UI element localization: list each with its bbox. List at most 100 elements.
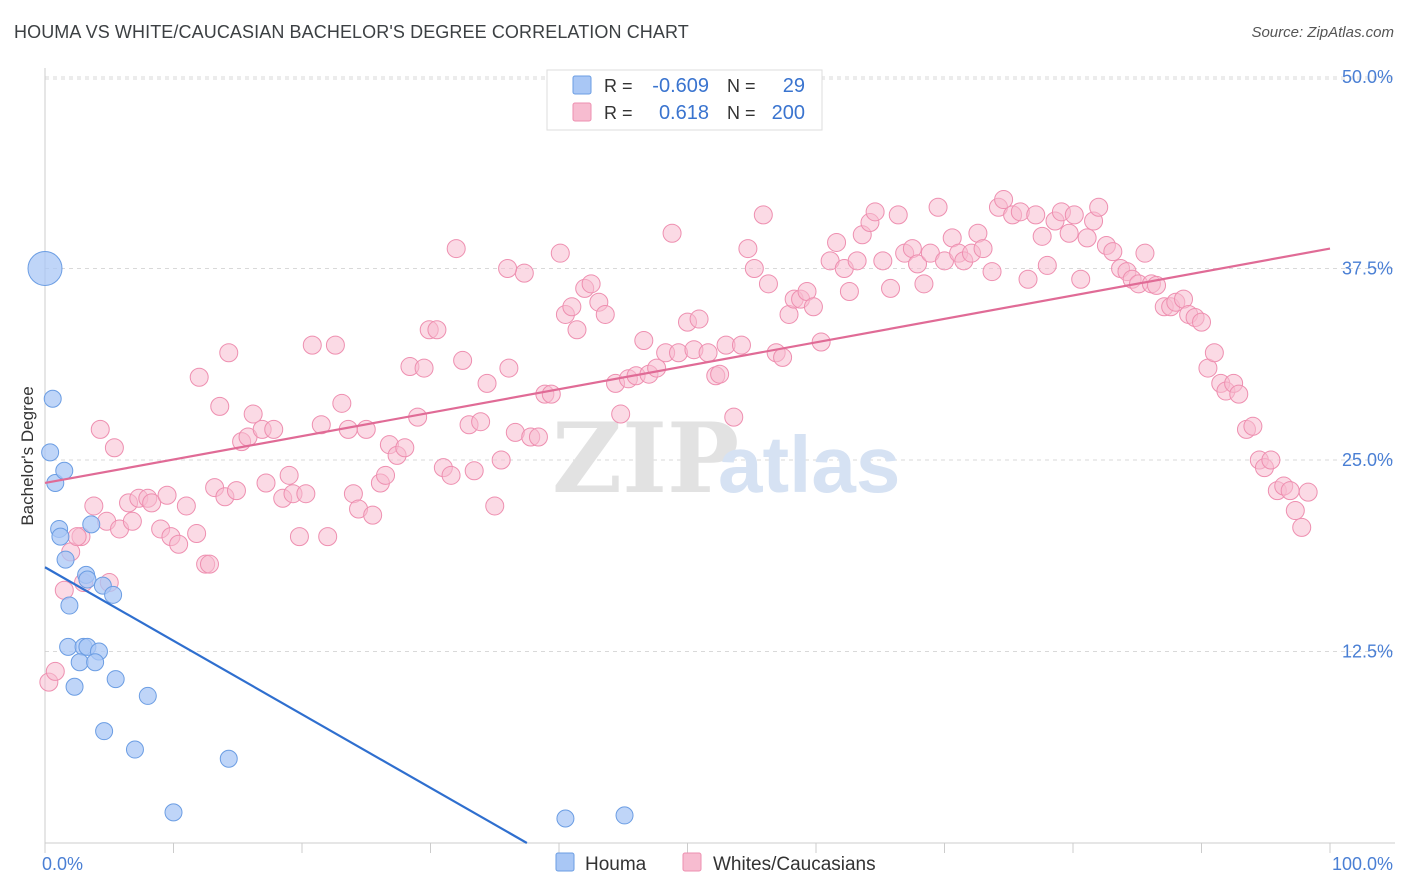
white-caucasian-point <box>187 524 207 544</box>
white-caucasian-point <box>498 259 518 278</box>
houma-point <box>78 570 97 589</box>
x-tick-label: 0.0% <box>42 854 83 874</box>
white-caucasian-point <box>264 419 284 439</box>
white-caucasian-point <box>1243 416 1263 436</box>
white-caucasian-point <box>753 205 773 225</box>
white-caucasian-point <box>567 320 587 340</box>
white-caucasian-point <box>219 343 239 363</box>
white-caucasian-point <box>414 358 434 378</box>
houma-point <box>56 550 75 569</box>
legend-r-value: 0.618 <box>659 102 709 124</box>
white-caucasian-point <box>332 393 352 413</box>
white-caucasian-point <box>738 239 758 259</box>
x-tick-label: 100.0% <box>1332 854 1393 874</box>
houma-point <box>125 740 144 759</box>
houma-point <box>43 389 62 408</box>
white-caucasian-point <box>710 364 730 384</box>
legend-n-value: 200 <box>772 102 805 124</box>
white-caucasian-point <box>311 415 331 435</box>
white-caucasian-point <box>45 661 65 681</box>
white-caucasian-point <box>865 202 885 222</box>
white-caucasian-point <box>669 343 689 363</box>
watermark-zip: ZIP <box>552 402 739 515</box>
houma-point <box>95 722 114 741</box>
white-caucasian-point <box>994 190 1014 210</box>
white-caucasian-point <box>662 223 682 243</box>
white-caucasian-point <box>453 350 473 370</box>
white-caucasian-point <box>54 580 74 600</box>
white-caucasian-point <box>1298 482 1318 502</box>
white-caucasian-point <box>1261 450 1281 470</box>
white-caucasian-point <box>1037 255 1057 275</box>
houma-point <box>59 637 78 656</box>
white-caucasian-point <box>1077 228 1097 248</box>
white-caucasian-point <box>541 384 561 404</box>
white-caucasian-trend-line <box>44 247 1331 485</box>
houma-point <box>615 806 634 825</box>
white-caucasian-point <box>1192 312 1211 332</box>
white-caucasian-point <box>514 263 534 283</box>
white-caucasian-point <box>122 511 142 531</box>
white-caucasian-point <box>773 347 793 367</box>
houma-point <box>51 527 70 546</box>
white-caucasian-point <box>1059 223 1079 243</box>
houma-point <box>41 443 60 462</box>
houma-point <box>27 251 63 286</box>
white-caucasian-point <box>914 274 934 294</box>
white-caucasian-point <box>724 407 744 427</box>
white-caucasian-point <box>595 304 615 324</box>
white-caucasian-point <box>562 297 582 317</box>
white-caucasian-point <box>881 278 901 298</box>
white-caucasian-point <box>611 404 631 424</box>
white-caucasian-point <box>1018 269 1038 289</box>
houma-point <box>86 653 105 672</box>
white-caucasian-point <box>928 197 948 217</box>
white-caucasian-point <box>1026 205 1046 225</box>
white-caucasian-point <box>446 239 466 259</box>
chart-title: HOUMA VS WHITE/CAUCASIAN BACHELOR'S DEGR… <box>14 22 689 42</box>
houma-point <box>65 677 84 696</box>
white-caucasian-point <box>464 461 484 481</box>
white-caucasian-point <box>847 251 867 271</box>
white-caucasian-point <box>395 438 415 458</box>
white-caucasian-point <box>485 496 505 516</box>
legend-r-label: R = <box>604 76 633 96</box>
white-caucasian-point <box>104 438 124 458</box>
houma-point <box>164 803 183 822</box>
white-caucasian-point <box>908 254 928 274</box>
white-caucasian-point <box>84 496 104 516</box>
white-caucasian-point <box>90 419 110 439</box>
white-caucasian-point <box>256 473 276 493</box>
white-caucasian-point <box>1229 384 1249 404</box>
houma-point <box>55 461 74 480</box>
legend-r-value: -0.609 <box>652 75 709 97</box>
legend-n-label: N = <box>727 103 756 123</box>
houma-point <box>104 585 123 604</box>
houma-legend-swatch <box>572 75 592 95</box>
white-caucasian-point <box>634 331 654 351</box>
white-caucasian-point <box>210 396 230 416</box>
white-caucasian-point <box>731 335 751 355</box>
white-caucasian-point <box>550 243 570 263</box>
houma-point <box>219 749 238 768</box>
houma-bottom-swatch <box>555 852 575 872</box>
houma-point <box>556 809 575 828</box>
white-caucasian-point <box>67 527 87 547</box>
white-caucasian-point <box>318 527 338 547</box>
watermark-atlas: atlas <box>718 420 900 509</box>
white-caucasian-point <box>1103 242 1123 262</box>
white-caucasian-point <box>873 251 893 271</box>
white-caucasian-point <box>1064 205 1084 225</box>
white-caucasian-point <box>279 465 299 485</box>
white-caucasian-point <box>689 309 709 329</box>
bottom-legend-white: Whites/Caucasians <box>713 854 876 875</box>
source-credit: Source: ZipAtlas.com <box>1251 24 1394 41</box>
white-caucasian-point <box>839 281 859 301</box>
white-caucasian-point <box>243 404 263 424</box>
white-caucasian-point <box>698 343 718 363</box>
houma-trend-line <box>44 566 528 844</box>
white-caucasian-point <box>803 297 823 317</box>
white-caucasian-point <box>376 465 396 485</box>
white-caucasian-point <box>289 527 309 547</box>
